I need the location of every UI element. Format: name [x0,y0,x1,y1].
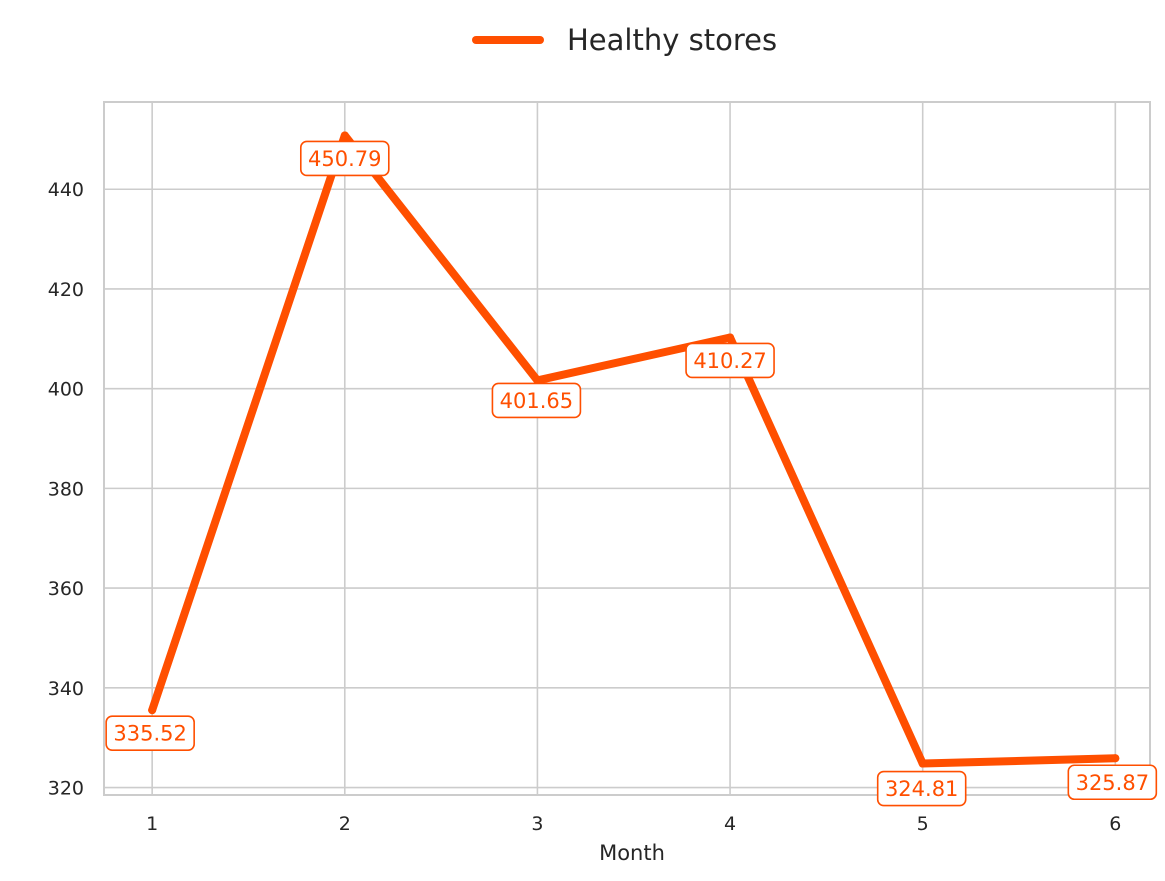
series-line-healthy-stores [148,131,1120,768]
data-label-box [299,140,390,177]
data-label-box [491,382,582,419]
x-axis-label: Month [599,841,665,865]
data-label-box [1067,764,1158,801]
data-label-5: 324.81 [876,770,967,807]
data-point-4 [726,333,735,342]
data-label-box [685,342,775,379]
data-point-1 [148,706,157,715]
data-label-box [876,770,967,807]
data-label-text: 335.52 [113,722,186,746]
data-label-1: 335.52 [105,715,195,751]
y-tick-label-340: 340 [48,678,84,700]
legend: Healthy stores [472,23,777,57]
data-label-text: 324.81 [885,777,958,801]
data-labels: 335.52 450.79 401.65 410.27 324.81 325.87 [105,140,1158,807]
data-label-3: 401.65 [491,382,582,419]
plot-frame [103,101,1151,796]
y-tick-label-360: 360 [48,578,84,600]
data-label-text: 410.27 [693,349,766,373]
x-tick-label-3: 3 [531,813,543,835]
legend-label-healthy-stores: Healthy stores [567,23,777,57]
grid-lines [104,102,1150,795]
x-tick-label-5: 5 [917,813,929,835]
x-axis-ticks: 1 2 3 4 5 6 [146,813,1121,835]
x-tick-label-4: 4 [724,813,736,835]
data-label-text: 325.87 [1076,771,1149,795]
data-label-2: 450.79 [299,140,390,177]
y-tick-label-380: 380 [48,478,84,500]
data-label-box [105,715,195,751]
y-axis-ticks: 320 340 360 380 400 420 440 [48,179,84,799]
x-tick-label-1: 1 [146,813,158,835]
y-tick-label-420: 420 [48,279,84,301]
data-label-text: 450.79 [308,147,381,171]
data-point-5 [918,759,927,768]
y-tick-label-320: 320 [48,778,84,800]
data-point-3 [533,376,542,385]
x-tick-label-6: 6 [1109,813,1121,835]
y-tick-label-440: 440 [48,179,84,201]
y-tick-label-400: 400 [48,379,84,401]
data-label-text: 401.65 [500,389,573,413]
series-layer [148,131,1120,768]
data-label-4: 410.27 [685,342,775,379]
x-tick-label-2: 2 [339,813,351,835]
data-point-2 [340,131,349,140]
data-label-6: 325.87 [1067,764,1158,801]
data-point-6 [1111,754,1120,763]
